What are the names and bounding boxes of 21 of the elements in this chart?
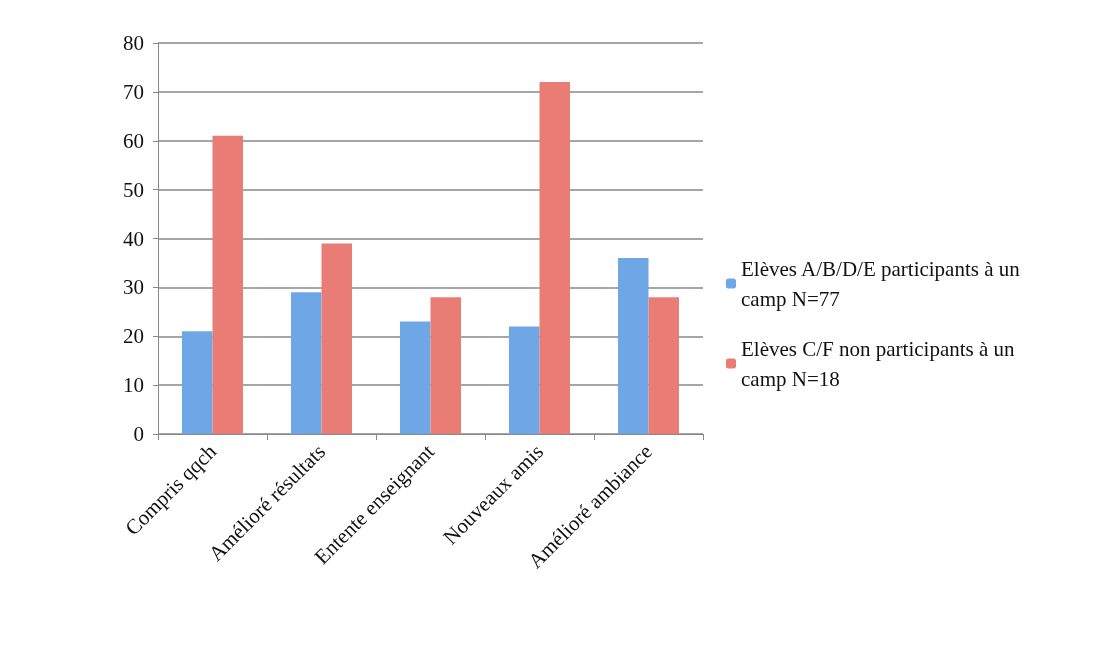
y-tick-label: 80	[123, 31, 144, 55]
bar	[539, 82, 571, 434]
bar	[212, 135, 244, 434]
y-tick-label: 0	[133, 422, 144, 446]
bar	[648, 297, 680, 434]
y-tick-label: 70	[123, 79, 144, 104]
bar	[617, 258, 649, 434]
y-tick-label: 10	[123, 373, 144, 398]
y-tick-label: 50	[123, 177, 144, 202]
legend-label: Elèves A/B/D/E participants à un camp N=77	[741, 256, 1026, 311]
bar	[508, 326, 540, 434]
bar	[290, 292, 322, 434]
y-tick-label: 30	[123, 275, 144, 300]
bar	[181, 331, 213, 434]
y-tick-label: 40	[123, 226, 144, 251]
y-tick-label: 60	[123, 128, 144, 153]
bar	[399, 321, 431, 434]
y-tick-label: 20	[123, 324, 144, 349]
bar	[321, 243, 353, 434]
bar	[430, 297, 462, 434]
legend-label: Elèves C/F non participants à un camp N=18	[741, 336, 1020, 391]
